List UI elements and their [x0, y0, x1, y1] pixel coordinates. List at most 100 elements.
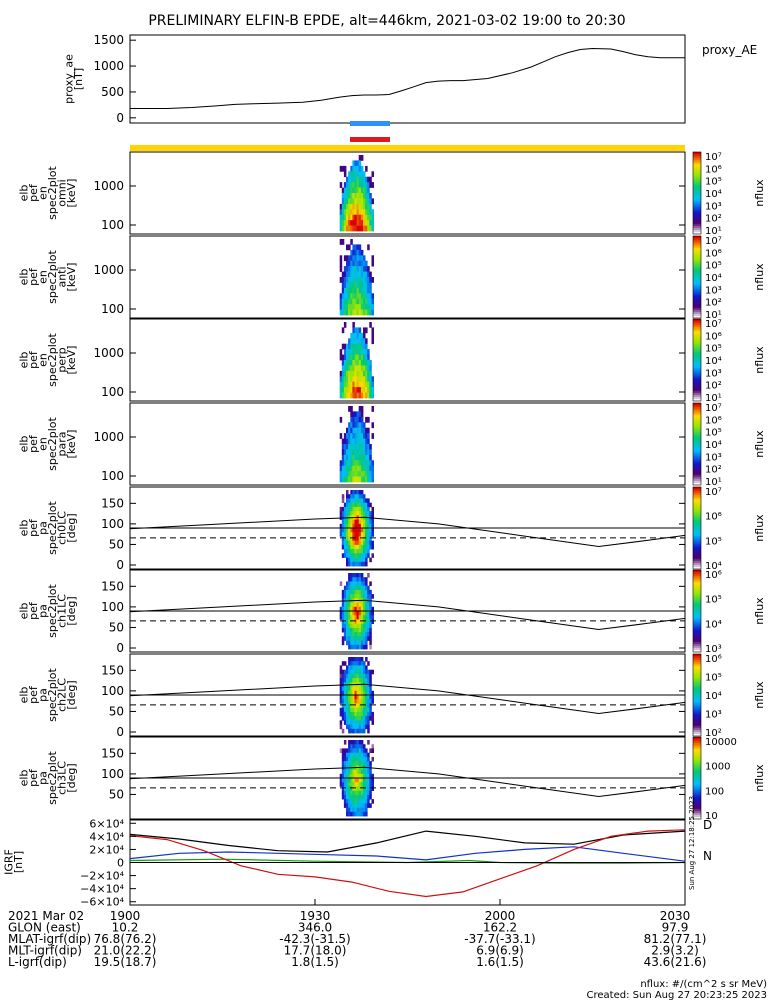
spectrogram-cell	[348, 794, 351, 800]
colorbar-segment	[693, 493, 701, 496]
colorbar-segment	[693, 195, 701, 198]
spectrogram-cell	[341, 761, 345, 766]
colorbar-segment	[693, 403, 701, 406]
spectrogram-cell	[363, 282, 366, 289]
spectrogram-ytick-label: 100	[101, 517, 124, 531]
colorbar-segment	[693, 319, 701, 322]
spectrogram-cell	[369, 536, 372, 541]
colorbar-segment	[693, 254, 701, 257]
spectrogram-cell	[350, 502, 353, 508]
colorbar-segment	[693, 415, 701, 418]
spectrogram-cell	[365, 349, 368, 355]
colorbar-label: nflux	[753, 597, 766, 625]
side-timestamp: Sun Aug 27 12:18:25 2023	[688, 796, 696, 890]
spectrogram-cell	[371, 381, 374, 388]
colorbar-segment	[693, 734, 701, 737]
spectrogram-cell	[341, 376, 345, 383]
spectrogram-cell	[358, 454, 362, 461]
spectrogram-cell	[352, 528, 355, 533]
spectrogram-cell	[352, 209, 355, 216]
spectrogram-cell	[354, 422, 357, 429]
spectrogram-cell	[358, 203, 362, 210]
spectrogram-cell	[348, 661, 351, 666]
spectrogram-cell	[365, 695, 368, 700]
spectrogram-cell	[360, 561, 364, 567]
spectrogram-cell	[360, 416, 364, 423]
spectrogram-cell	[354, 519, 357, 525]
colorbar-tick-label: 10³	[705, 710, 722, 721]
spectrogram-cell	[356, 811, 360, 817]
colorbar-segment	[693, 697, 701, 700]
spectrogram-cell	[358, 422, 362, 429]
colorbar-segment	[693, 741, 701, 744]
ephemeris-row-label: GLON (east)	[8, 921, 81, 935]
colorbar-segment	[693, 641, 701, 645]
spectrogram-cell	[360, 506, 364, 512]
spectrogram-cell	[356, 602, 360, 608]
spectrogram-cell	[371, 376, 374, 383]
spectrogram-cell	[365, 376, 368, 383]
spectrogram-cell	[360, 769, 364, 775]
spectrogram-cell	[365, 365, 368, 372]
spectrogram-cell	[365, 594, 368, 599]
spectrogram-cell	[358, 549, 362, 554]
spectrogram-cell	[360, 528, 364, 533]
spectrogram-cell	[343, 392, 347, 399]
spectrogram-cell	[346, 471, 349, 477]
spectrogram-cell	[360, 519, 364, 525]
spectrogram-cell	[367, 752, 370, 758]
colorbar-segment	[693, 176, 701, 180]
spectrogram-cell	[365, 773, 368, 779]
spectrogram-cell	[346, 387, 349, 393]
spectrogram-cell	[360, 260, 364, 267]
loss-cone-line	[129, 683, 686, 715]
spectrogram-cell	[360, 573, 364, 578]
spectrogram-cell	[360, 699, 364, 704]
spectrogram-cell	[348, 748, 351, 753]
spectrogram-cell	[360, 724, 364, 730]
colorbar-tick-label: 10⁶	[705, 654, 722, 665]
spectrogram-cell	[371, 277, 374, 283]
colorbar-segment	[693, 497, 701, 500]
spectrogram-cell	[354, 476, 357, 483]
spectrogram-cell	[369, 304, 372, 310]
spectrogram-cell	[346, 214, 349, 221]
spectrogram-cell	[356, 619, 360, 624]
spectrogram-cell	[343, 553, 347, 558]
spectrogram-ylabel-line: spec2plot	[46, 501, 59, 555]
colorbar-tick-label: 10⁷	[705, 319, 722, 330]
spectrogram-cell	[352, 360, 355, 366]
spectrogram-ytick-label: 100	[101, 469, 124, 483]
spectrogram-cell	[358, 790, 362, 796]
spectrogram-cell	[369, 602, 372, 608]
spectrogram-cell	[358, 619, 362, 624]
spectrogram-cell	[343, 740, 347, 745]
spectrogram-cell	[358, 690, 362, 696]
spectrogram-cell	[365, 198, 368, 205]
spectrogram-cell	[348, 669, 351, 675]
spectrogram-cell	[369, 214, 372, 221]
spectrogram-cell	[350, 761, 353, 766]
spectrogram-cell	[350, 665, 353, 670]
spectrogram-cell	[343, 171, 347, 178]
spectrogram-cell	[360, 271, 364, 278]
spectrogram-cell	[352, 427, 355, 434]
spectrogram-cell	[352, 686, 355, 692]
spectrogram-cell	[348, 444, 351, 450]
spectrogram-cell	[360, 644, 364, 650]
igrf-ytick-label: −4×10⁴	[80, 883, 124, 896]
colorbar-segment	[693, 814, 701, 818]
spectrogram-cell	[348, 690, 351, 696]
spectrogram-cell	[343, 282, 347, 289]
colorbar-segment	[693, 341, 701, 345]
spectrogram-cell	[360, 756, 364, 762]
spectrogram-cell	[343, 198, 347, 205]
spectrogram-cell	[371, 465, 374, 472]
spectrogram-cell	[352, 581, 355, 586]
colorbar-segment	[693, 205, 701, 208]
spectrogram-cell	[352, 249, 355, 256]
spectrogram-cell	[356, 678, 360, 683]
colorbar-segment	[693, 174, 701, 178]
colorbar-tick-label: 10³	[705, 452, 722, 463]
spectrogram-cell	[354, 561, 357, 567]
